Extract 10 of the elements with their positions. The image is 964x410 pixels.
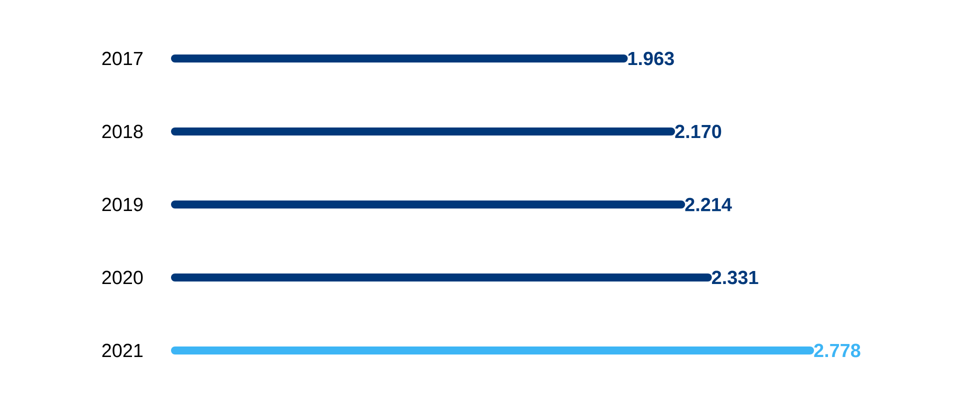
- y-tick-label: 2017: [102, 52, 143, 66]
- y-tick-label: 2020: [102, 270, 143, 284]
- y-tick-label: 2018: [102, 124, 143, 138]
- y-tick-label: 2021: [102, 344, 143, 358]
- data-label: 2.214: [685, 198, 732, 212]
- data-label: 2.331: [712, 270, 758, 284]
- data-label: 2.170: [675, 124, 722, 138]
- data-label: 2.778: [814, 344, 860, 358]
- data-label: 1.963: [628, 52, 674, 66]
- y-tick-label: 2019: [102, 198, 143, 212]
